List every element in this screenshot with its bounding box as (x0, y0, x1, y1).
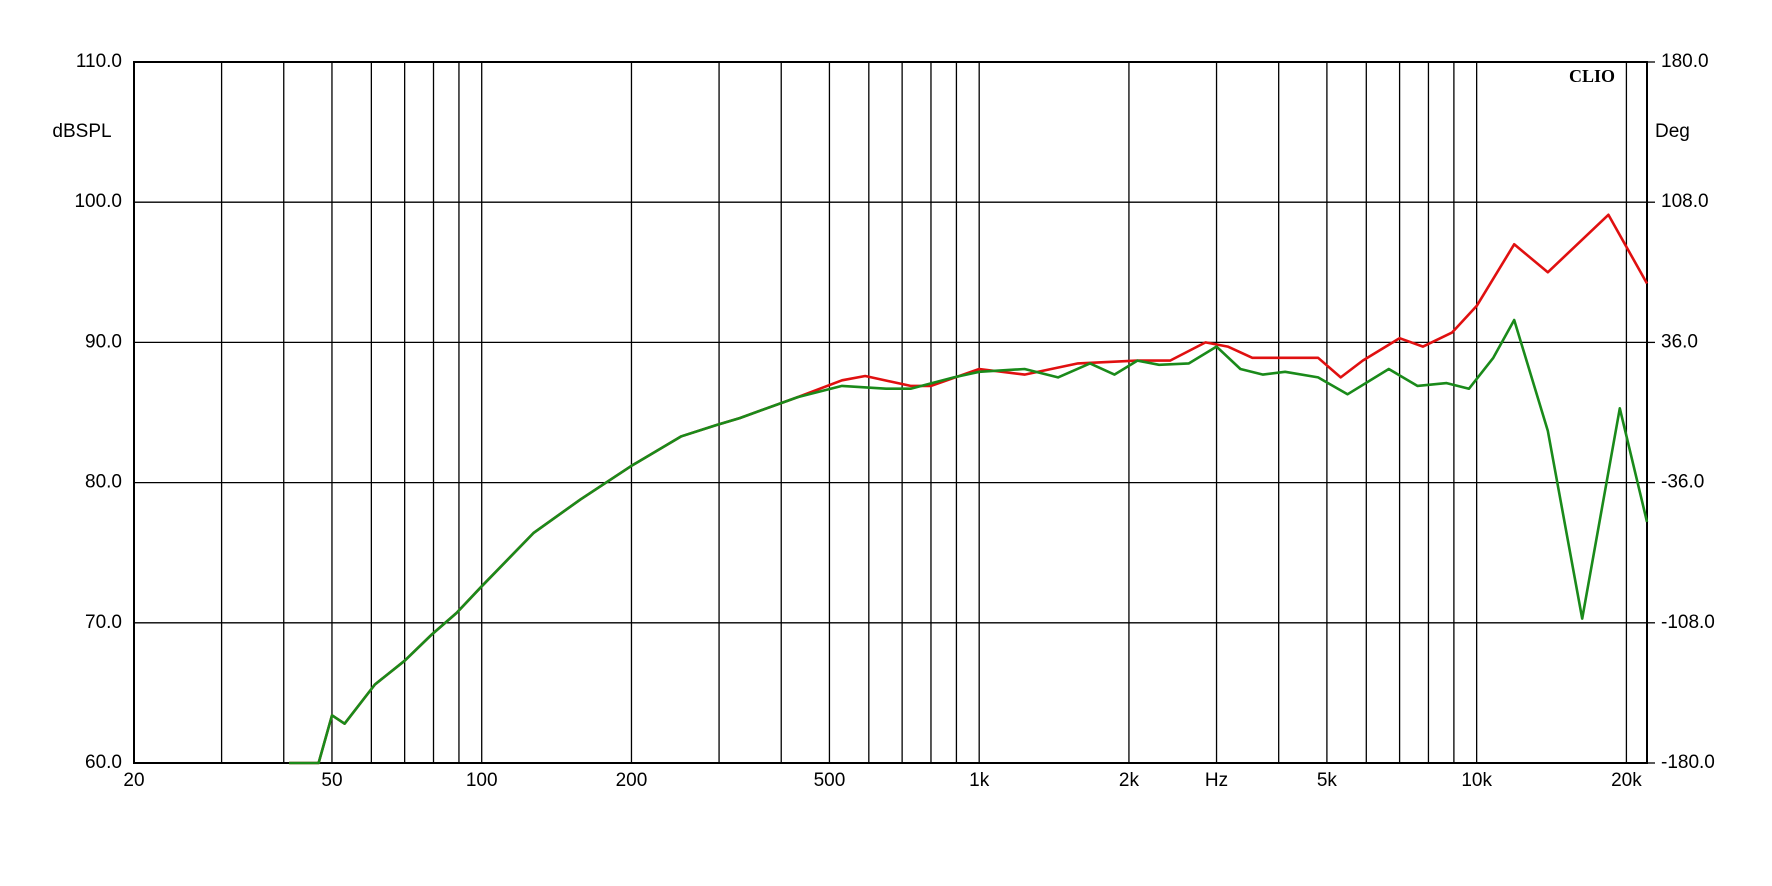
x-tick-label: 100 (466, 770, 498, 791)
x-tick-label: 50 (321, 770, 342, 791)
y2-tick-label: -36.0 (1661, 472, 1704, 493)
x-tick-label: 500 (814, 770, 846, 791)
y2-axis-label: Deg (1655, 121, 1690, 142)
x-tick-label: 200 (616, 770, 648, 791)
x-tick-label: 5k (1317, 770, 1338, 791)
y2-tick-label: -108.0 (1661, 612, 1715, 633)
x-tick-label: 20 (123, 770, 144, 791)
plot-frame (133, 61, 1648, 764)
y-tick-label: 110.0 (76, 51, 122, 72)
y-tick-label: 90.0 (85, 331, 122, 352)
y-axis-label: dBSPL (52, 121, 111, 142)
x-tick-label: Hz (1205, 770, 1228, 791)
series-line (289, 318, 1649, 765)
x-tick-label: 10k (1461, 770, 1492, 791)
y-tick-label: 80.0 (85, 472, 122, 493)
y-tick-label: 100.0 (74, 191, 122, 212)
y-tick-label: 70.0 (85, 612, 122, 633)
y2-tick-label: 36.0 (1661, 331, 1698, 352)
x-tick-label: 2k (1119, 770, 1140, 791)
x-tick-label: 20k (1611, 770, 1642, 791)
y-tick-label: 60.0 (85, 752, 122, 773)
series-line (289, 213, 1649, 765)
y2-tick-label: 180.0 (1661, 51, 1709, 72)
x-tick-label: 1k (969, 770, 990, 791)
y2-tick-label: -180.0 (1661, 752, 1715, 773)
y2-tick-label: 108.0 (1661, 191, 1709, 212)
brand: CLIO (1569, 66, 1615, 86)
